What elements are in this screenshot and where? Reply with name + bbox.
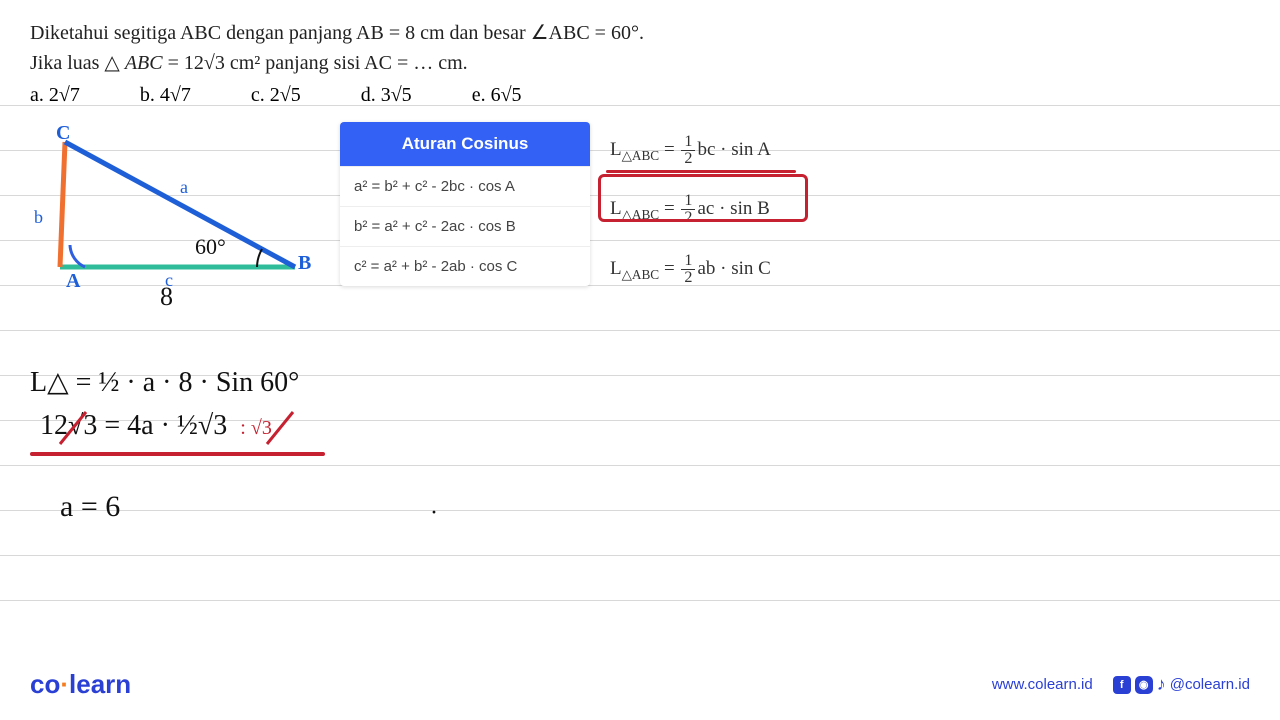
red-underline-work	[30, 452, 325, 456]
cosinus-header: Aturan Cosinus	[340, 122, 590, 166]
area-formula-c: L△ABC = 12ab · sin C	[610, 253, 771, 286]
area-formula-a: L△ABC = 12bc · sin A	[610, 134, 771, 167]
red-highlight-box	[598, 174, 808, 222]
social-links[interactable]: f ◉ ♪ @colearn.id	[1113, 674, 1250, 695]
area-formulas: L△ABC = 12bc · sin A L△ABC = 12ac · sin …	[610, 122, 771, 304]
option-e: e. 6√5	[472, 84, 522, 107]
website-link[interactable]: www.colearn.id	[992, 676, 1093, 693]
hand-8: 8	[160, 282, 173, 312]
angle-60: 60°	[195, 234, 226, 260]
brand-logo: co·learn	[30, 669, 131, 700]
instagram-icon[interactable]: ◉	[1135, 676, 1153, 694]
question-line2: Jika luas △ ABC = 12√3 cm² panjang sisi …	[30, 48, 1250, 78]
vertex-b: B	[298, 252, 311, 275]
tiktok-icon[interactable]: ♪	[1157, 674, 1166, 695]
question-text: Diketahui segitiga ABC dengan panjang AB…	[30, 18, 1250, 78]
handwriting-dot: ·	[430, 500, 438, 527]
triangle-diagram: C b a A B c 60° 8	[30, 122, 340, 302]
option-d: d. 3√5	[361, 84, 412, 107]
side-b: b	[34, 207, 43, 228]
answer-options: a. 2√7 b. 4√7 c. 2√5 d. 3√5 e. 6√5	[30, 84, 1250, 107]
cosinus-rule-box: Aturan Cosinus a² = b² + c² - 2bc · cos …	[340, 122, 590, 286]
cosinus-row-c: c² = a² + b² - 2ab · cos C	[340, 246, 590, 286]
option-c: c. 2√5	[251, 84, 301, 107]
strike-1	[58, 408, 90, 448]
facebook-icon[interactable]: f	[1113, 676, 1131, 694]
handwriting-line3: a = 6	[60, 490, 120, 524]
social-handle: @colearn.id	[1170, 676, 1250, 693]
option-b: b. 4√7	[140, 84, 191, 107]
vertex-a: A	[66, 270, 80, 293]
side-a: a	[180, 177, 188, 198]
question-line1: Diketahui segitiga ABC dengan panjang AB…	[30, 18, 1250, 48]
red-underline-1	[606, 170, 796, 173]
handwriting-line1: L△ = ½ · a · 8 · Sin 60°	[30, 365, 299, 399]
vertex-c: C	[56, 122, 70, 145]
footer: co·learn www.colearn.id f ◉ ♪ @colearn.i…	[0, 669, 1280, 700]
cosinus-row-b: b² = a² + c² - 2ac · cos B	[340, 206, 590, 246]
cosinus-row-a: a² = b² + c² - 2bc · cos A	[340, 166, 590, 206]
option-a: a. 2√7	[30, 84, 80, 107]
strike-2	[265, 408, 297, 448]
